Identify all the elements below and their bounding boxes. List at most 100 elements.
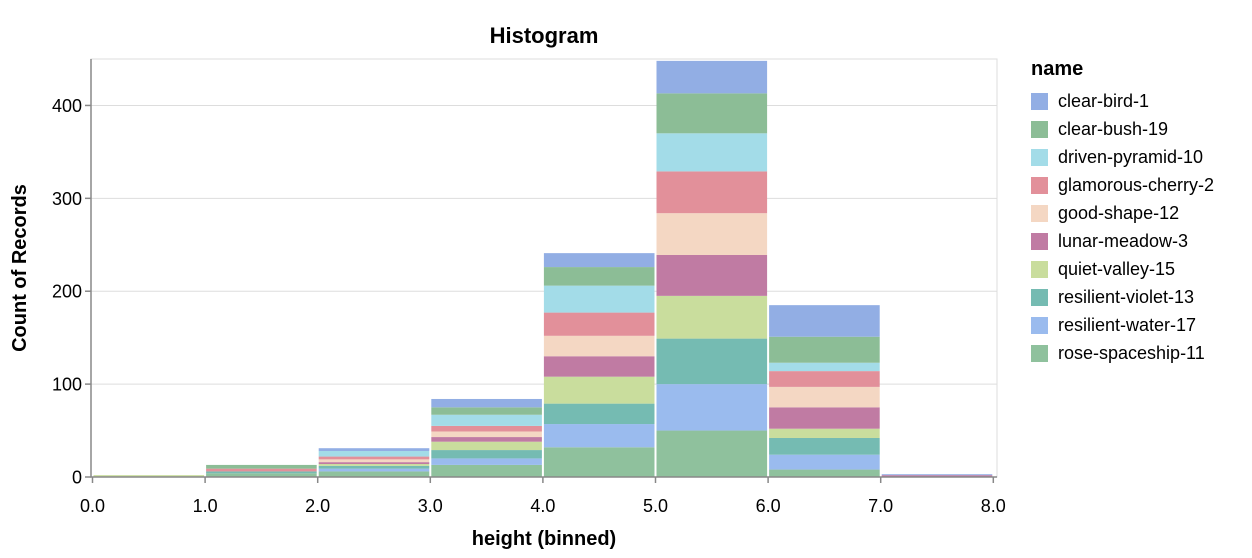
chart-title: Histogram: [489, 23, 599, 48]
bar-segment-driven-pyramid-10-bin-2: [318, 450, 430, 457]
legend-item-label: lunar-meadow-3: [1058, 231, 1189, 251]
y-tick-label: 300: [52, 189, 82, 209]
histogram-chart: 0.0 1.0 2.0 3.0 4.0 5.0 6.0 7.0 8.0 0 100 200 300 400: [52, 58, 1006, 516]
bar-segment-clear-bush-19-bin-1: [206, 464, 317, 469]
legend-item: quiet-valley-15: [1031, 260, 1214, 278]
bar-segment-good-shape-12-bin-6: [769, 386, 880, 408]
legend-item: resilient-violet-13: [1031, 288, 1214, 306]
legend-swatch-icon: [1031, 260, 1048, 278]
x-tick-label: 0.0: [80, 496, 105, 516]
legend-item-label: glamorous-cherry-2: [1058, 175, 1215, 195]
bar-segment-clear-bird-1-bin-3: [431, 398, 542, 408]
bar-segment-quiet-valley-15-bin-2: [318, 463, 430, 466]
x-tick-label: 8.0: [981, 496, 1006, 516]
legend-item: resilient-water-17: [1031, 316, 1214, 334]
bar-segment-resilient-violet-13-bin-6: [769, 437, 880, 455]
legend-swatch-icon: [1031, 148, 1048, 166]
x-tick-label: 4.0: [530, 496, 555, 516]
bar-segment-quiet-valley-15-bin-4: [543, 376, 655, 404]
y-tick-label: 400: [52, 96, 82, 116]
legend-item: clear-bird-1: [1031, 92, 1214, 110]
x-tick-label: 2.0: [305, 496, 330, 516]
bar-segment-glamorous-cherry-2-bin-5: [656, 171, 768, 214]
bar-segment-driven-pyramid-10-bin-6: [769, 362, 880, 372]
legend-item-label: clear-bush-19: [1058, 119, 1169, 139]
bar-segment-lunar-meadow-3-bin-6: [769, 407, 880, 429]
bar-segment-clear-bush-19-bin-3: [431, 407, 542, 415]
legend-item: rose-spaceship-11: [1031, 344, 1214, 362]
bar-segment-rose-spaceship-11-bin-5: [656, 430, 768, 477]
legend-swatch-icon: [1031, 92, 1048, 110]
bar-segment-glamorous-cherry-2-bin-6: [769, 371, 880, 387]
legend: name clear-bird-1 clear-bush-19 driven-p…: [1031, 58, 1214, 372]
bar-segment-good-shape-12-bin-5: [656, 213, 768, 255]
x-tick-label: 6.0: [756, 496, 781, 516]
y-tick-label: 100: [52, 375, 82, 395]
bar-segment-resilient-violet-13-bin-4: [543, 403, 655, 425]
x-tick-label: 3.0: [418, 496, 443, 516]
x-tick-label: 7.0: [868, 496, 893, 516]
legend-swatch-icon: [1031, 176, 1048, 194]
bar-segment-good-shape-12-bin-4: [543, 335, 655, 357]
bar-segment-clear-bird-1-bin-2: [318, 448, 430, 451]
bar-segment-clear-bird-1-bin-5: [656, 60, 768, 94]
bar-segment-lunar-meadow-3-bin-3: [431, 437, 542, 442]
bar-segment-rose-spaceship-11-bin-6: [769, 469, 880, 477]
bar-segment-quiet-valley-15-bin-3: [431, 441, 542, 451]
x-tick-label: 1.0: [193, 496, 218, 516]
bar-segment-lunar-meadow-3-bin-2: [318, 462, 430, 464]
bar-segment-good-shape-12-bin-3: [431, 431, 542, 438]
bar-segment-clear-bush-19-bin-5: [656, 93, 768, 134]
bar-segment-resilient-violet-13-bin-5: [656, 338, 768, 385]
bar-segment-driven-pyramid-10-bin-4: [543, 285, 655, 313]
bar-segment-clear-bush-19-bin-4: [543, 267, 655, 286]
bar-segment-good-shape-12-bin-2: [318, 459, 430, 463]
x-tick-label: 5.0: [643, 496, 668, 516]
bar-segment-rose-spaceship-11-bin-2: [318, 471, 430, 477]
bar-segment-clear-bird-1-bin-6: [769, 305, 880, 337]
bar-segment-resilient-violet-13-bin-1: [206, 471, 317, 474]
bar-segment-glamorous-cherry-2-bin-1: [206, 468, 317, 472]
legend-item-label: resilient-violet-13: [1058, 287, 1195, 307]
legend-item-label: good-shape-12: [1058, 203, 1180, 223]
bar-segment-lunar-meadow-3-bin-4: [543, 356, 655, 377]
x-axis-title: height (binned): [471, 528, 617, 550]
bar-segment-driven-pyramid-10-bin-3: [431, 414, 542, 426]
legend-swatch-icon: [1031, 204, 1048, 222]
legend-item: glamorous-cherry-2: [1031, 176, 1214, 194]
bar-segment-rose-spaceship-11-bin-1: [206, 473, 317, 477]
legend-swatch-icon: [1031, 232, 1048, 250]
legend-item: good-shape-12: [1031, 204, 1214, 222]
bar-segment-quiet-valley-15-bin-0: [93, 475, 205, 477]
bar-segment-driven-pyramid-10-bin-5: [656, 133, 768, 172]
bar-segment-glamorous-cherry-2-bin-4: [543, 312, 655, 336]
bar-segment-clear-bush-19-bin-6: [769, 336, 880, 363]
bar-segment-resilient-water-17-bin-6: [769, 454, 880, 470]
legend-item-label: rose-spaceship-11: [1058, 343, 1205, 363]
legend-swatch-icon: [1031, 288, 1048, 306]
bar-segment-resilient-water-17-bin-3: [431, 458, 542, 465]
bar-segment-resilient-violet-13-bin-3: [431, 450, 542, 459]
bar-segment-clear-bird-1-bin-4: [543, 253, 655, 268]
bar-segment-rose-spaceship-11-bin-4: [543, 447, 655, 477]
legend-item-label: driven-pyramid-10: [1058, 147, 1204, 167]
y-axis-title: Count of Records: [9, 184, 31, 352]
bar-segment-clear-bird-1-bin-7: [881, 474, 993, 476]
legend-item-label: resilient-water-17: [1058, 315, 1197, 335]
legend-item-label: clear-bird-1: [1058, 91, 1150, 111]
legend-swatch-icon: [1031, 120, 1048, 138]
legend-item: lunar-meadow-3: [1031, 232, 1214, 250]
bar-segment-lunar-meadow-3-bin-7: [881, 475, 993, 477]
bar-segment-resilient-water-17-bin-5: [656, 384, 768, 431]
y-tick-label: 0: [72, 468, 82, 488]
legend-swatch-icon: [1031, 316, 1048, 334]
legend-item: driven-pyramid-10: [1031, 148, 1214, 166]
bar-segment-rose-spaceship-11-bin-3: [431, 464, 542, 477]
y-tick-label: 200: [52, 282, 82, 302]
bar-segment-quiet-valley-15-bin-5: [656, 295, 768, 339]
legend-swatch-icon: [1031, 344, 1048, 362]
bar-segment-glamorous-cherry-2-bin-2: [318, 456, 430, 460]
bar-segment-resilient-violet-13-bin-2: [318, 465, 430, 469]
bar-segment-lunar-meadow-3-bin-5: [656, 254, 768, 296]
